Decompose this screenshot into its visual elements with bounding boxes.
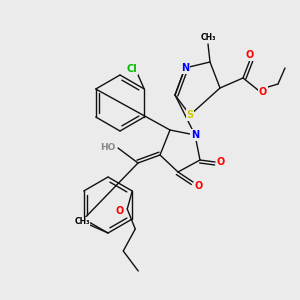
Text: CH₃: CH₃ xyxy=(200,32,216,41)
Text: O: O xyxy=(259,87,267,97)
Text: N: N xyxy=(181,63,189,73)
Text: N: N xyxy=(191,130,199,140)
Text: O: O xyxy=(195,181,203,191)
Text: O: O xyxy=(246,50,254,60)
Text: S: S xyxy=(186,110,194,120)
Text: HO: HO xyxy=(100,143,116,152)
Text: O: O xyxy=(115,206,123,216)
Text: Cl: Cl xyxy=(127,64,138,74)
Text: CH₃: CH₃ xyxy=(74,218,90,226)
Text: O: O xyxy=(217,157,225,167)
